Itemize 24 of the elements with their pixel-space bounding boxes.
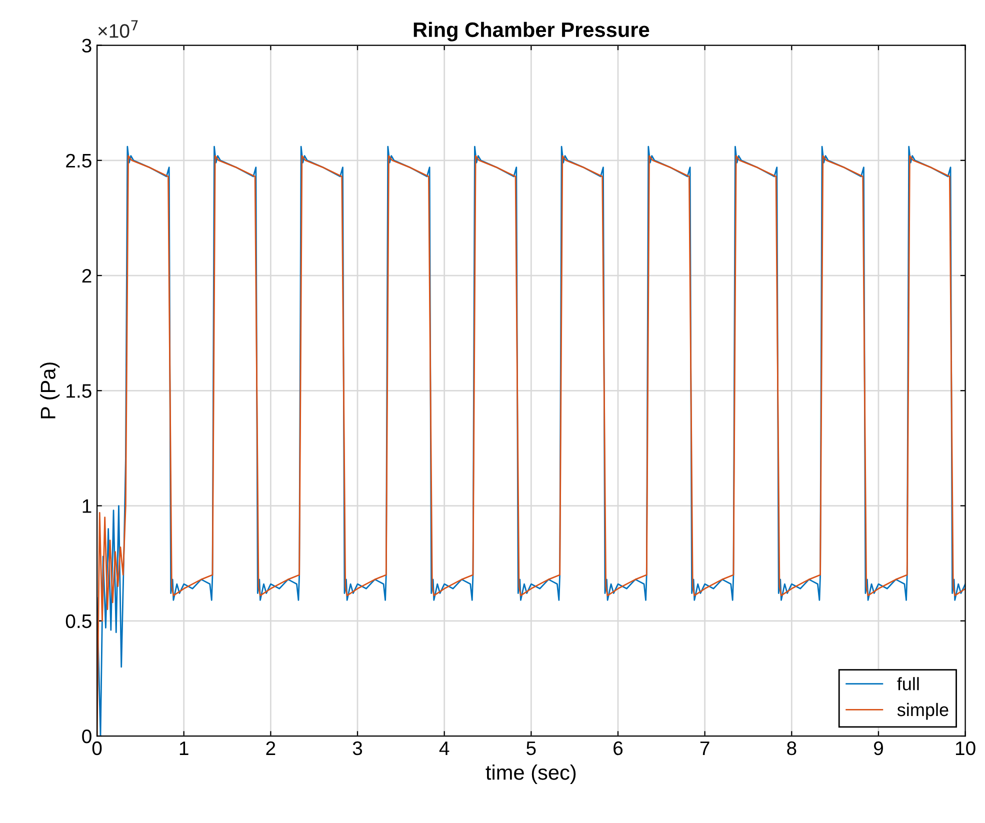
x-tick-label: 7 <box>700 742 710 755</box>
y-tick-label: 2.5 <box>66 154 92 168</box>
y-axis-title: P (Pa) <box>40 362 60 418</box>
y-tick-label: 2 <box>82 268 92 283</box>
x-tick-label: 4 <box>439 742 450 755</box>
y-tick-label: 1 <box>82 499 92 513</box>
x-axis-title: time (sec) <box>486 764 576 784</box>
y-tick-label: 1.5 <box>66 384 92 398</box>
x-tick-label: 0 <box>92 741 102 756</box>
y-tick-label: 3 <box>82 38 92 52</box>
legend-label: simple <box>897 702 948 720</box>
x-tick-label: 5 <box>526 742 536 756</box>
x-tick-label: 9 <box>874 741 883 756</box>
text: ×10$^{7}$ <box>98 20 138 38</box>
legend-label: full <box>897 677 919 690</box>
x-tick-label: 6 <box>614 741 623 756</box>
x-tick-label: 1 <box>180 742 188 755</box>
chart-title: Ring Chamber Pressure <box>414 22 650 42</box>
y-tick-label: 0.5 <box>66 614 92 628</box>
x-tick-label: 10 <box>956 741 976 756</box>
x-tick-label: 2 <box>266 741 276 755</box>
x-tick-label: 3 <box>352 741 362 756</box>
x-tick-label: 8 <box>787 741 796 756</box>
y-tick-label: 0 <box>82 729 92 744</box>
